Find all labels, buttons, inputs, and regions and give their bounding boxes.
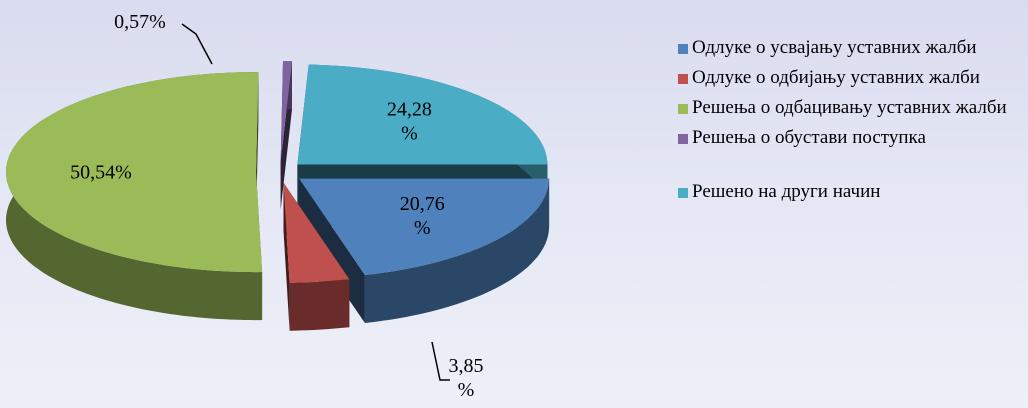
pie-area: 20,76 % 3,85 % 50,54% 0,57% 24,28% [6, 11, 550, 401]
slice-wall [364, 178, 550, 323]
slice-wall [289, 279, 350, 331]
slice-side [283, 182, 290, 331]
slice [297, 64, 548, 165]
legend-item: Решења о одбацивању уставних жалби [676, 96, 1026, 120]
slice [299, 178, 550, 275]
legend-label: Решено на други начин [692, 181, 881, 202]
legend-label: Одлуке о одбијању уставних жалби [692, 67, 980, 88]
legend-item: Одлуке о одбијању уставних жалби [676, 66, 1026, 90]
slice [6, 72, 263, 273]
legend-swatch [678, 44, 688, 54]
data-label: 50,54% [70, 162, 132, 184]
legend-item: Решено на други начин [676, 180, 1026, 204]
legend: Одлуке о усвајању уставних жалби Одлуке о… [676, 36, 1026, 210]
data-label: 24,28% [387, 99, 432, 145]
legend-label: Одлуке о усвајању уставних жалби [692, 37, 977, 58]
legend-label: Решења о одбацивању уставних жалби [692, 97, 1007, 118]
legend-item: Одлуке о усвајању уставних жалби [676, 36, 1026, 60]
legend-label: Решења о обустави поступка [692, 127, 926, 148]
data-label: 20,76% [400, 193, 445, 239]
data-label: 0,57% [114, 11, 166, 33]
slice [283, 182, 350, 283]
legend-swatch [678, 104, 688, 114]
leader-line [181, 23, 213, 65]
legend-swatch [678, 188, 688, 198]
leader-line [431, 341, 450, 381]
data-label: 3,85% [449, 355, 484, 401]
legend-item: Решења о обустави поступка [676, 126, 1026, 150]
legend-swatch [678, 134, 688, 144]
legend-swatch [678, 74, 688, 84]
slice [280, 61, 292, 162]
